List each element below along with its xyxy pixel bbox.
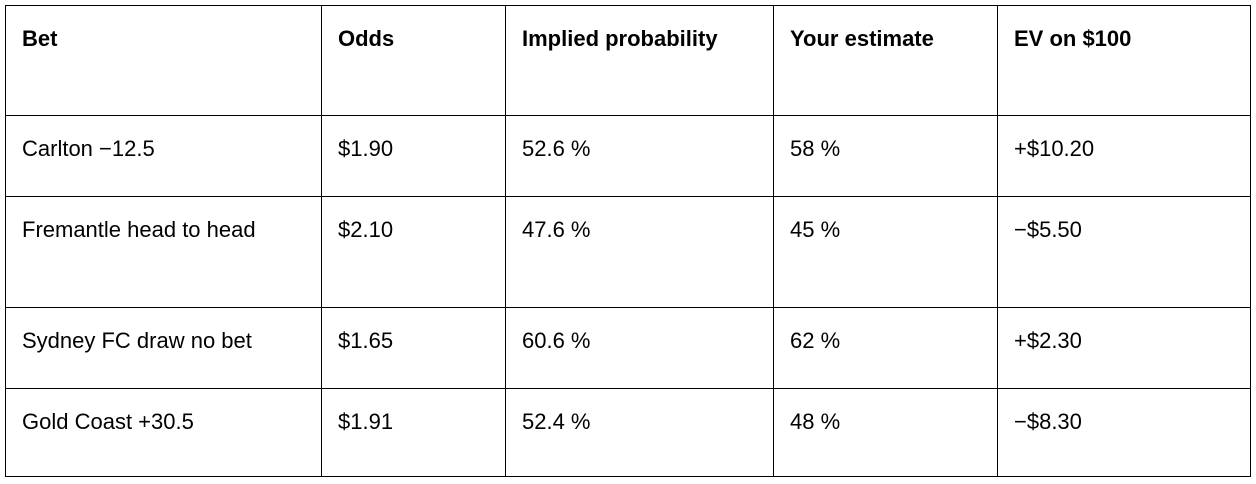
table-cell: 60.6 % bbox=[505, 307, 774, 389]
table-cell: −$8.30 bbox=[997, 388, 1251, 477]
table-cell: $1.91 bbox=[321, 388, 506, 477]
table-cell: 47.6 % bbox=[505, 196, 774, 308]
table-cell: −$5.50 bbox=[997, 196, 1251, 308]
header-cell: Implied probability bbox=[505, 5, 774, 116]
table-cell: 58 % bbox=[773, 115, 998, 197]
table-cell: $1.65 bbox=[321, 307, 506, 389]
table-cell: Sydney FC draw no bet bbox=[5, 307, 322, 389]
header-cell: Bet bbox=[5, 5, 322, 116]
table-cell: 62 % bbox=[773, 307, 998, 389]
table-cell: 48 % bbox=[773, 388, 998, 477]
table-cell: 52.6 % bbox=[505, 115, 774, 197]
table-row: Sydney FC draw no bet $1.65 60.6 % 62 % +$2.… bbox=[5, 307, 1251, 389]
table-row: Carlton −12.5 $1.90 52.6 % 58 % +$10.20 bbox=[5, 115, 1251, 197]
table-cell: 52.4 % bbox=[505, 388, 774, 477]
header-cell: EV on $100 bbox=[997, 5, 1251, 116]
table-row: Fremantle head to head $2.10 47.6 % 45 % −$5… bbox=[5, 196, 1251, 308]
table-cell: 45 % bbox=[773, 196, 998, 308]
bets-table: Bet Odds Implied probability Your estimate E… bbox=[5, 5, 1251, 477]
table-cell: +$10.20 bbox=[997, 115, 1251, 197]
table-cell: Fremantle head to head bbox=[5, 196, 322, 308]
header-cell: Odds bbox=[321, 5, 506, 116]
table-cell: Gold Coast +30.5 bbox=[5, 388, 322, 477]
header-cell: Your estimate bbox=[773, 5, 998, 116]
table-cell: Carlton −12.5 bbox=[5, 115, 322, 197]
table-cell: +$2.30 bbox=[997, 307, 1251, 389]
table-cell: $1.90 bbox=[321, 115, 506, 197]
table-cell: $2.10 bbox=[321, 196, 506, 308]
table-row: Gold Coast +30.5 $1.91 52.4 % 48 % −$8.30 bbox=[5, 388, 1251, 477]
header-row: Bet Odds Implied probability Your estimate E… bbox=[5, 5, 1251, 116]
